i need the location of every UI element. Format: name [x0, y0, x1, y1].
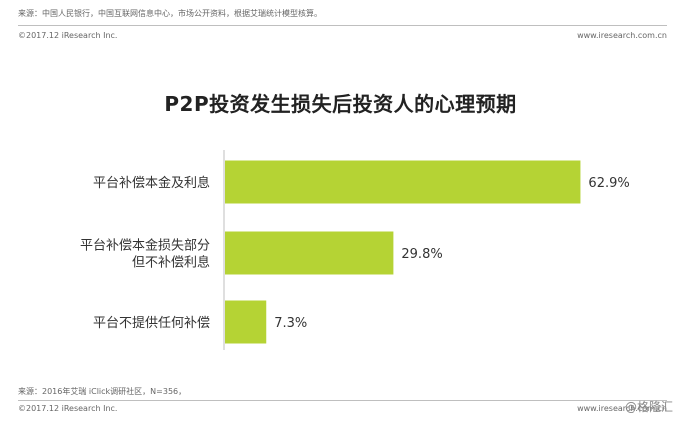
category-label-2-line-2: 但不补偿利息 — [132, 255, 210, 271]
footer-website: www.iresearch.com.cn — [577, 404, 667, 413]
footer-copyright: ©2017.12 iResearch Inc. — [18, 404, 118, 413]
bar-value-label-3: 7.3% — [274, 316, 307, 331]
bar-2 — [225, 231, 394, 275]
category-label-2-line-1: 平台补偿本金损失部分 — [80, 238, 210, 254]
footer-divider — [18, 400, 667, 401]
header-source-note: 来源：中国人民银行，中国互联网信息中心，市场公开资料，根据艾瑞统计模型核算。 — [18, 9, 322, 18]
footer-source-note: 来源：2016年艾瑞 iClick调研社区，N=356， — [18, 387, 187, 396]
bar-1 — [225, 160, 581, 204]
category-label-3-line-1: 平台不提供任何补偿 — [93, 315, 210, 331]
bar-value-label-2: 29.8% — [401, 247, 442, 262]
bar-3 — [225, 300, 267, 344]
chart-title: P2P投资发生损失后投资人的心理预期 — [164, 92, 517, 116]
header-divider — [18, 25, 667, 26]
bar-value-label-1: 62.9% — [588, 176, 629, 191]
header-website: www.iresearch.com.cn — [577, 31, 667, 40]
header-copyright: ©2017.12 iResearch Inc. — [18, 31, 118, 40]
watermark-text: @格隆汇 — [624, 400, 673, 414]
category-label-1-line-1: 平台补偿本金及利息 — [93, 175, 210, 191]
